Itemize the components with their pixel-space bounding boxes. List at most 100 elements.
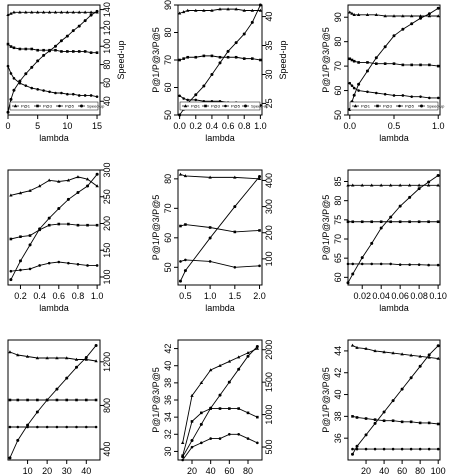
marker <box>95 223 99 227</box>
marker <box>48 90 51 94</box>
marker <box>28 234 32 237</box>
marker <box>352 59 356 63</box>
marker <box>208 368 213 372</box>
marker <box>410 22 414 26</box>
marker <box>360 262 364 266</box>
x-tick-label: 0.08 <box>410 291 428 301</box>
marker <box>71 92 75 96</box>
marker <box>9 269 13 273</box>
marker <box>379 262 383 266</box>
y2-tick-label: 1000 <box>264 405 274 425</box>
marker <box>38 264 41 267</box>
y-tick-label: 38 <box>333 411 343 421</box>
marker <box>77 50 81 53</box>
panel: 0.0 0.5 1.0 lambda 50 60 70 80 90P@1/P@3/P@5 P@1 P… <box>321 4 445 143</box>
y-tick-label: 42 <box>163 344 173 354</box>
marker <box>400 352 404 356</box>
marker <box>202 84 206 88</box>
marker <box>364 417 368 420</box>
y-tick-label: 30 <box>163 446 173 456</box>
y-tick-label: 70 <box>333 61 343 71</box>
marker <box>208 260 212 263</box>
y-tick-label: 42 <box>333 368 343 378</box>
marker <box>401 27 405 31</box>
y-axis-label: P@1/P@3/P@5 <box>151 27 161 92</box>
marker <box>6 12 10 16</box>
x-tick-label: 0.6 <box>53 291 66 301</box>
marker <box>65 398 69 402</box>
marker <box>242 32 246 36</box>
legend-label: P@3 <box>43 104 53 109</box>
marker <box>346 281 350 285</box>
x-tick-label: 0.4 <box>206 121 219 131</box>
marker <box>190 439 194 443</box>
marker <box>65 425 69 429</box>
marker <box>427 220 430 224</box>
marker <box>360 183 364 187</box>
marker <box>353 104 358 108</box>
marker <box>75 365 79 369</box>
y2-tick-label: 800 <box>102 398 112 413</box>
marker <box>418 447 422 451</box>
marker <box>57 260 61 264</box>
marker <box>74 357 79 361</box>
marker <box>86 264 89 267</box>
marker <box>257 177 262 181</box>
y2-tick-label: 100 <box>264 251 274 266</box>
marker <box>351 183 355 187</box>
marker <box>18 79 22 83</box>
marker <box>9 72 13 75</box>
x-tick-label: 20 <box>361 466 371 474</box>
marker <box>233 205 237 209</box>
marker <box>233 230 237 234</box>
marker <box>350 11 354 15</box>
marker <box>218 55 222 59</box>
marker <box>16 353 20 357</box>
series-line <box>10 176 98 196</box>
x-tick-label: 15 <box>92 121 102 131</box>
marker <box>409 376 413 380</box>
y-axis-label: P@1/P@3/P@5 <box>321 195 331 260</box>
marker <box>178 172 183 176</box>
marker <box>250 8 255 12</box>
x-tick-label: 40 <box>379 466 389 474</box>
y-tick-label: 36 <box>163 395 173 405</box>
marker <box>190 420 194 423</box>
marker <box>227 380 231 384</box>
marker <box>258 3 262 7</box>
marker <box>258 175 262 179</box>
panel: 0.02 0.04 0.06 0.08 0.10 lambda 60 65 70 75 80 85P@… <box>321 169 447 313</box>
marker <box>244 104 247 108</box>
marker <box>237 407 240 410</box>
marker <box>181 458 184 462</box>
marker <box>401 63 405 67</box>
y2-tick-label: 100 <box>102 269 112 284</box>
y-tick-label: 75 <box>333 215 343 225</box>
marker <box>19 235 22 238</box>
marker <box>379 220 383 224</box>
marker <box>9 11 13 15</box>
marker <box>12 77 16 80</box>
marker <box>24 84 28 87</box>
marker <box>255 346 260 350</box>
marker <box>48 49 52 53</box>
marker <box>35 410 39 414</box>
marker <box>194 8 198 12</box>
marker <box>218 437 222 440</box>
marker <box>426 183 431 187</box>
y-tick-label: 80 <box>333 37 343 47</box>
y-axis-label: P@1/P@3/P@5 <box>321 367 331 432</box>
marker <box>227 359 232 363</box>
marker <box>351 262 355 266</box>
marker <box>26 423 30 427</box>
marker <box>389 215 393 219</box>
marker <box>208 175 212 179</box>
marker <box>55 356 59 360</box>
marker <box>54 48 57 52</box>
marker <box>53 44 57 48</box>
marker <box>60 50 63 53</box>
marker <box>65 34 69 38</box>
series-line <box>10 173 98 280</box>
marker <box>436 422 440 426</box>
marker <box>373 418 377 421</box>
